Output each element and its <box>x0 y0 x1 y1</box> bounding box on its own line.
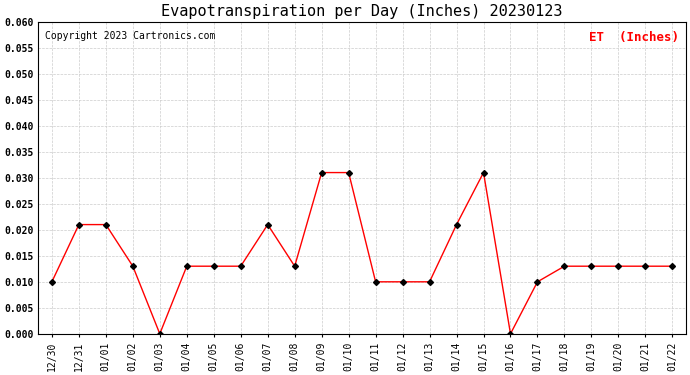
Text: Copyright 2023 Cartronics.com: Copyright 2023 Cartronics.com <box>45 31 215 41</box>
Text: ET  (Inches): ET (Inches) <box>589 31 680 44</box>
Title: Evapotranspiration per Day (Inches) 20230123: Evapotranspiration per Day (Inches) 2023… <box>161 4 563 19</box>
